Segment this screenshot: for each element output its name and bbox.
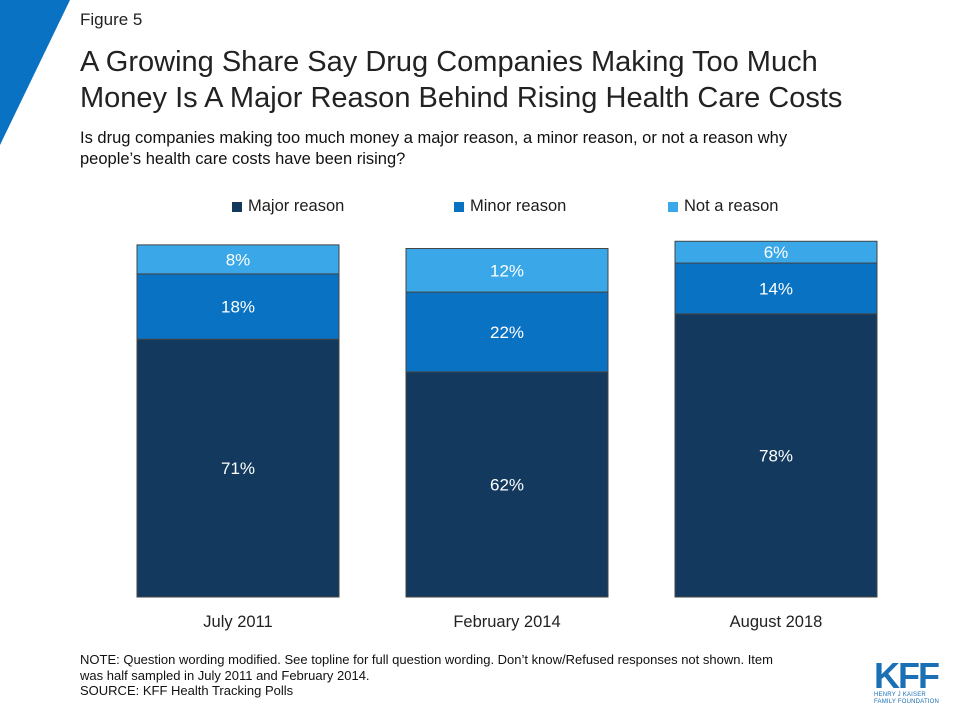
- data-label-minor-2: 22%: [490, 323, 524, 342]
- bar-segment-major-1: [136, 338, 340, 598]
- subtitle-line-2: people’s health care costs have been ris…: [80, 150, 406, 168]
- logo-wordmark: KFF: [874, 655, 940, 696]
- legend-label-major: Major reason: [248, 197, 345, 215]
- bar-segment-not-3: [674, 240, 878, 264]
- logo-subtext-1: HENRY J KAISER: [874, 692, 926, 698]
- legend-swatch-minor: [454, 201, 464, 212]
- legend-swatch-major: [232, 201, 242, 212]
- logo-subtext-2: FAMILY FOUNDATION: [874, 699, 940, 705]
- page-title: A Growing Share Say Drug Companies Makin…: [80, 44, 940, 116]
- corner-accent: [0, 0, 70, 145]
- data-label-minor-1: 18%: [221, 298, 255, 317]
- legend-item-minor: Minor reason: [454, 197, 566, 216]
- category-label-1: July 2011: [203, 613, 272, 631]
- legend-item-not: Not a reason: [668, 197, 778, 216]
- corner-triangle: [0, 0, 70, 145]
- bar-segment-minor-3: [674, 262, 878, 315]
- kff-logo: KFF HENRY J KAISER FAMILY FOUNDATION: [874, 655, 950, 706]
- data-label-major-1: 71%: [221, 459, 255, 478]
- note-line-1: NOTE: Question wording modified. See top…: [80, 652, 773, 667]
- title-line-1: A Growing Share Say Drug Companies Makin…: [80, 46, 818, 78]
- data-label-not-1: 8%: [226, 250, 251, 269]
- category-label-2: February 2014: [453, 613, 560, 631]
- legend-item-major: Major reason: [232, 197, 344, 216]
- title-line-2: Money Is A Major Reason Behind Rising He…: [80, 82, 843, 114]
- bar-segment-major-3: [674, 313, 878, 598]
- bar-segment-minor-1: [136, 273, 340, 340]
- bar-segment-not-2: [405, 248, 609, 293]
- figure-label: Figure 5: [80, 10, 143, 29]
- data-label-major-2: 62%: [490, 475, 524, 494]
- legend-swatch-not: [668, 201, 678, 212]
- data-label-major-3: 78%: [759, 446, 793, 465]
- data-label-minor-3: 14%: [759, 279, 793, 298]
- source-line: SOURCE: KFF Health Tracking Polls: [80, 683, 294, 698]
- legend-label-minor: Minor reason: [470, 197, 567, 215]
- bar-segment-minor-2: [405, 291, 609, 373]
- legend-label-not: Not a reason: [684, 197, 779, 215]
- subtitle-line-1: Is drug companies making too much money …: [80, 129, 788, 147]
- data-label-not-3: 6%: [764, 243, 789, 262]
- chart-note: NOTE: Question wording modified. See top…: [80, 652, 880, 699]
- category-label-3: August 2018: [730, 613, 823, 631]
- bar-segment-major-2: [405, 371, 609, 598]
- chart-legend: Major reason Minor reason Not a reason: [0, 197, 960, 219]
- chart-subtitle: Is drug companies making too much money …: [80, 128, 940, 170]
- note-line-2: was half sampled in July 2011 and Februa…: [80, 667, 370, 683]
- bar-segment-not-1: [136, 244, 340, 275]
- data-label-not-2: 12%: [490, 261, 524, 280]
